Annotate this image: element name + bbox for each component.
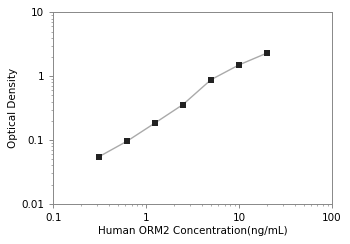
Point	[124, 139, 130, 143]
Point	[180, 102, 186, 106]
Point	[236, 63, 242, 67]
Point	[96, 155, 102, 159]
X-axis label: Human ORM2 Concentration(ng/mL): Human ORM2 Concentration(ng/mL)	[98, 226, 287, 236]
Point	[152, 121, 158, 125]
Point	[208, 78, 214, 82]
Y-axis label: Optical Density: Optical Density	[8, 68, 18, 148]
Point	[264, 51, 270, 55]
